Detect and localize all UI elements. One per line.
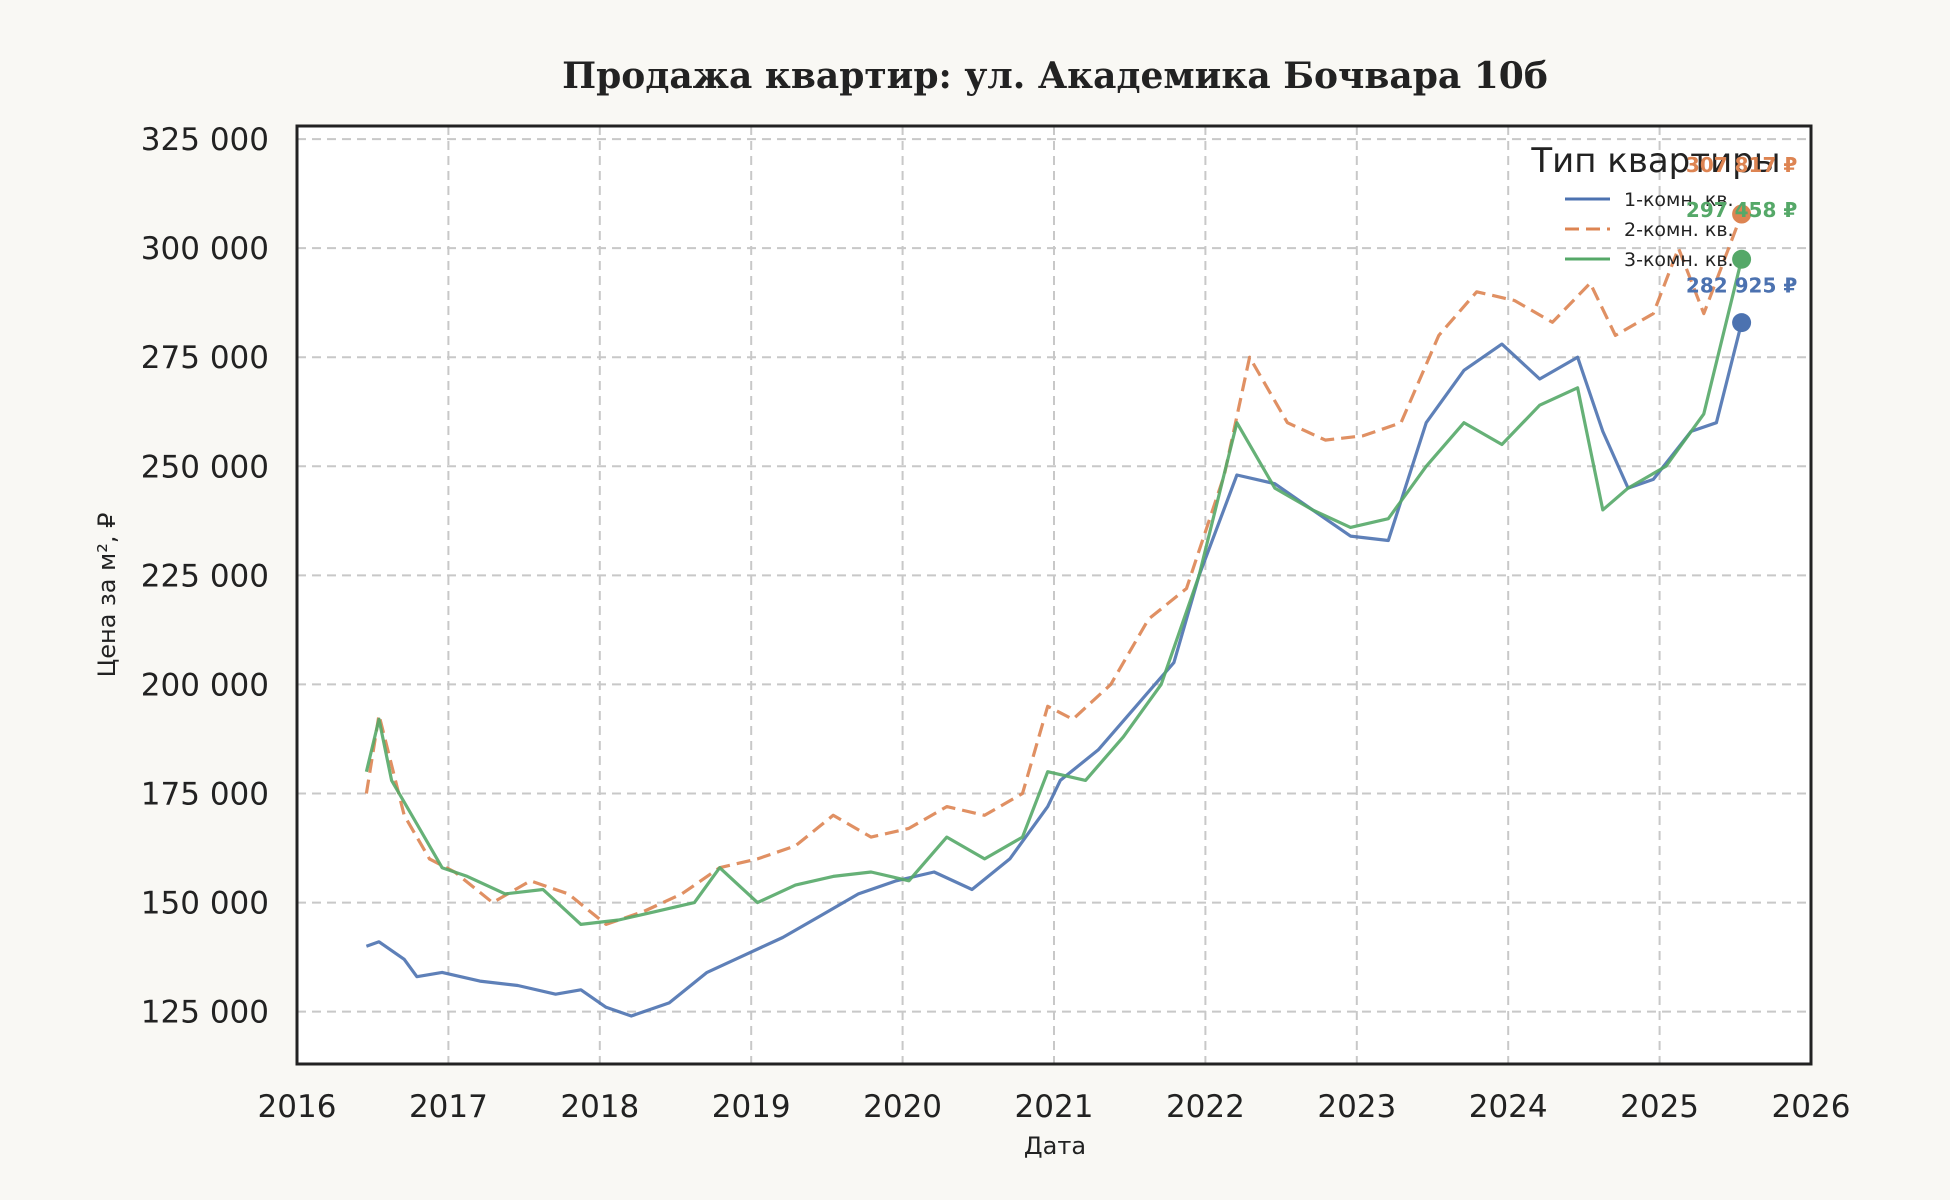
endpoint-label-2: 307 817 ₽ bbox=[1686, 153, 1797, 177]
endpoint-marker-3 bbox=[1732, 249, 1752, 269]
x-axis-label: Дата bbox=[1024, 1132, 1086, 1160]
x-axis-ticks: 2016 2017 2018 2019 2020 2021 2022 2023 2024 2025… bbox=[258, 1089, 1851, 1125]
y-tick-label: 225 000 bbox=[141, 558, 269, 594]
legend-label-1: 1-комн. кв. bbox=[1624, 189, 1734, 211]
legend-label-2: 2-комн. кв. bbox=[1624, 219, 1734, 241]
plot-frame bbox=[295, 124, 1813, 1066]
y-tick-label: 325 000 bbox=[141, 122, 269, 158]
endpoint-layer: 282 925 ₽ 307 817 ₽ 297 458 ₽ bbox=[1686, 153, 1797, 333]
x-tick-label: 2017 bbox=[409, 1089, 488, 1125]
series-line-1 bbox=[365, 322, 1744, 1018]
endpoint-marker-1 bbox=[1732, 313, 1752, 333]
x-tick-label: 2021 bbox=[1015, 1089, 1094, 1125]
x-tick-label: 2022 bbox=[1166, 1089, 1245, 1125]
y-tick-label: 200 000 bbox=[141, 667, 269, 703]
series-layer bbox=[364, 213, 1744, 1018]
legend-label-3: 3-комн. кв. bbox=[1624, 249, 1734, 271]
y-tick-label: 125 000 bbox=[141, 995, 269, 1031]
y-tick-label: 300 000 bbox=[141, 231, 269, 267]
legend-title: Тип квартиры bbox=[1530, 141, 1780, 181]
legend-item-3: 3-комн. кв. bbox=[1565, 249, 1734, 271]
y-tick-label: 150 000 bbox=[141, 886, 269, 922]
x-tick-label: 2024 bbox=[1469, 1089, 1548, 1125]
legend-item-2: 2-комн. кв. bbox=[1565, 219, 1734, 241]
x-tick-label: 2018 bbox=[560, 1089, 639, 1125]
legend: Тип квартиры 1-комн. кв. 2-комн. кв. 3-к… bbox=[1530, 141, 1780, 271]
y-axis-ticks: 125 000 150 000 175 000 200 000 225 000 250 0… bbox=[141, 122, 269, 1031]
x-tick-label: 2023 bbox=[1317, 1089, 1396, 1125]
legend-item-1: 1-комн. кв. bbox=[1565, 189, 1734, 211]
x-tick-label: 2019 bbox=[712, 1089, 791, 1125]
y-tick-label: 250 000 bbox=[141, 449, 269, 485]
series-line-2 bbox=[364, 213, 1744, 927]
endpoint-label-1: 282 925 ₽ bbox=[1686, 274, 1797, 298]
x-tick-label: 2016 bbox=[258, 1089, 337, 1125]
y-axis-label: Цена за м², ₽ bbox=[93, 513, 121, 678]
y-tick-label: 175 000 bbox=[141, 777, 269, 813]
y-tick-label: 275 000 bbox=[141, 340, 269, 376]
x-tick-label: 2025 bbox=[1620, 1089, 1699, 1125]
endpoint-label-3: 297 458 ₽ bbox=[1686, 198, 1797, 222]
x-tick-label: 2020 bbox=[863, 1089, 942, 1125]
chart-title: Продажа квартир: ул. Академика Бочвара 1… bbox=[562, 55, 1548, 97]
endpoint-marker-2 bbox=[1732, 204, 1752, 224]
x-tick-label: 2026 bbox=[1772, 1089, 1851, 1125]
series-line-3 bbox=[364, 258, 1744, 927]
